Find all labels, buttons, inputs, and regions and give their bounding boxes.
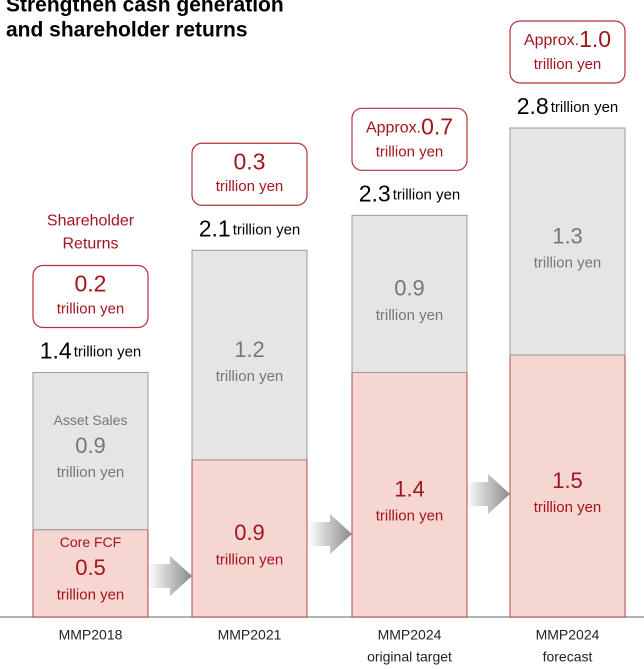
returns-value: Approx.1.0 [524, 26, 611, 52]
segment-unit: trillion yen [534, 499, 602, 516]
segment-value: 0.9 [234, 520, 265, 545]
bar-segment [509, 354, 626, 618]
total-label: 1.4 trillion yen [40, 338, 142, 364]
total-value: 1.4 [40, 338, 72, 364]
segment-value: 1.4 [394, 477, 425, 502]
returns-value: Approx.0.7 [366, 113, 453, 139]
bar-segment [509, 127, 626, 356]
total-unit: trillion yen [233, 221, 301, 238]
returns-number: 1.0 [579, 26, 611, 52]
total-value: 2.1 [199, 215, 231, 241]
segment-value: 0.5 [75, 555, 106, 580]
total-unit: trillion yen [74, 343, 142, 360]
bar-segment [191, 249, 308, 461]
segment-unit: trillion yen [216, 368, 284, 385]
total-value: 2.3 [359, 180, 391, 206]
total-unit: trillion yen [551, 99, 619, 116]
returns-label: Returns [62, 236, 118, 253]
total-value: 2.8 [517, 93, 549, 119]
segment-unit: trillion yen [376, 508, 444, 525]
segment-unit: trillion yen [376, 307, 444, 324]
segment-unit: trillion yen [57, 464, 125, 481]
returns-number: 0.3 [234, 148, 266, 174]
segment-unit: trillion yen [534, 254, 602, 271]
segment-name: Core FCF [60, 534, 121, 550]
segment-value: 0.9 [394, 276, 425, 301]
x-tick-label: original target [367, 649, 452, 665]
bar-segment [191, 459, 308, 618]
returns-prefix: Approx. [524, 32, 579, 49]
returns-box [509, 20, 626, 84]
segment-value: 1.3 [552, 223, 583, 248]
total-label: 2.8 trillion yen [517, 93, 619, 119]
arrow [466, 474, 510, 514]
returns-label: Shareholder [47, 213, 135, 230]
total-label: 2.3 trillion yen [359, 180, 461, 206]
returns-unit: trillion yen [534, 56, 602, 73]
chart-title: Strengthen cash generation [6, 0, 284, 17]
x-tick-label: MMP2018 [59, 627, 123, 643]
segment-unit: trillion yen [57, 586, 125, 603]
arrows [148, 474, 510, 596]
returns-box [191, 142, 308, 206]
arrow [308, 514, 352, 554]
segment-name: Asset Sales [54, 412, 128, 428]
x-tick-label: MMP2024 [536, 627, 600, 643]
arrow [148, 556, 192, 596]
returns-unit: trillion yen [216, 178, 284, 195]
segment-value: 1.2 [234, 337, 265, 362]
returns-prefix: Approx. [366, 120, 421, 137]
x-tick-label: MMP2021 [218, 627, 282, 643]
x-tick-label: forecast [543, 649, 593, 665]
total-unit: trillion yen [393, 186, 461, 203]
returns-box [32, 264, 149, 329]
returns-unit: trillion yen [57, 300, 125, 317]
segment-value: 0.9 [75, 433, 106, 458]
bar-segment [351, 214, 468, 373]
bar-segment [32, 529, 149, 618]
returns-number: 0.7 [421, 113, 453, 139]
returns-value: 0.2 [75, 271, 107, 297]
x-tick-label: MMP2024 [378, 627, 442, 643]
returns-box [351, 107, 468, 171]
returns-unit: trillion yen [376, 143, 444, 160]
returns-number: 0.2 [75, 271, 107, 297]
returns-value: 0.3 [234, 148, 266, 174]
segment-unit: trillion yen [216, 551, 284, 568]
total-label: 2.1 trillion yen [199, 215, 301, 241]
bar-segment [351, 372, 468, 618]
bar-segment [32, 372, 149, 531]
segment-value: 1.5 [552, 468, 583, 493]
chart-title: and shareholder returns [6, 19, 248, 42]
